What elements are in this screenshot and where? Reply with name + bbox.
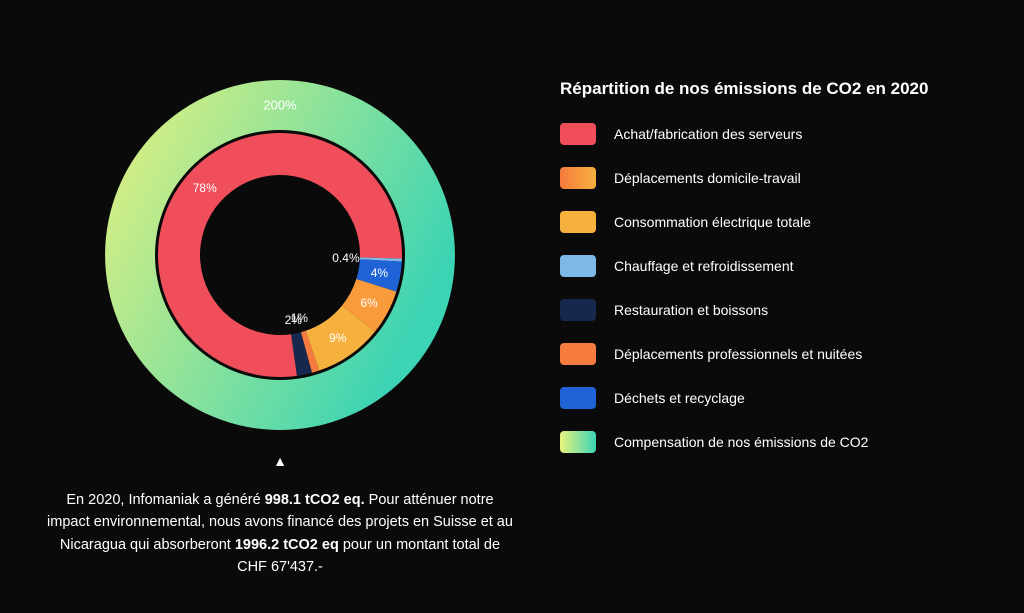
slice-label: 2% <box>285 313 302 327</box>
page: 200%78%0.4%4%6%9%1%2% ▲ En 2020, Infoman… <box>0 0 1024 613</box>
outer-ring <box>105 80 455 430</box>
marker-icon: ▲ <box>273 453 287 469</box>
caption-bold-1: 998.1 tCO2 eq. <box>265 492 365 508</box>
caption-text-pre: En 2020, Infomaniak a généré <box>66 492 264 508</box>
legend-item: Chauffage et refroidissement <box>560 255 984 277</box>
legend-item: Compensation de nos émissions de CO2 <box>560 431 984 453</box>
legend-item: Déplacements professionnels et nuitées <box>560 343 984 365</box>
slice-label: 78% <box>193 181 217 195</box>
legend-item: Consommation électrique totale <box>560 211 984 233</box>
outer-ring-label: 200% <box>263 98 296 113</box>
slice-label: 4% <box>371 266 388 280</box>
legend-label: Chauffage et refroidissement <box>614 258 794 274</box>
legend-label: Déplacements professionnels et nuitées <box>614 346 862 362</box>
legend-label: Achat/fabrication des serveurs <box>614 126 802 142</box>
legend-swatch <box>560 431 596 453</box>
slice-label: 0.4% <box>332 251 359 265</box>
slice-label: 9% <box>329 331 346 345</box>
slice-label: 6% <box>360 296 377 310</box>
chart-column: 200%78%0.4%4%6%9%1%2% ▲ En 2020, Infoman… <box>0 0 560 613</box>
donut-chart: 200%78%0.4%4%6%9%1%2% <box>100 75 460 435</box>
caption-bold-2: 1996.2 tCO2 eq <box>235 537 339 553</box>
legend-title: Répartition de nos émissions de CO2 en 2… <box>560 78 984 101</box>
legend-label: Compensation de nos émissions de CO2 <box>614 434 868 450</box>
legend-label: Déchets et recyclage <box>614 390 745 406</box>
legend-list: Achat/fabrication des serveurs Déplacemen… <box>560 123 984 453</box>
legend-item: Déchets et recyclage <box>560 387 984 409</box>
legend-label: Consommation électrique totale <box>614 214 811 230</box>
legend-swatch <box>560 123 596 145</box>
legend-column: Répartition de nos émissions de CO2 en 2… <box>560 0 1024 613</box>
legend-swatch <box>560 167 596 189</box>
legend-swatch <box>560 211 596 233</box>
caption: En 2020, Infomaniak a généré 998.1 tCO2 … <box>45 489 515 579</box>
legend-swatch <box>560 255 596 277</box>
legend-swatch <box>560 299 596 321</box>
legend-label: Déplacements domicile-travail <box>614 170 801 186</box>
legend-item: Restauration et boissons <box>560 299 984 321</box>
legend-item: Achat/fabrication des serveurs <box>560 123 984 145</box>
legend-label: Restauration et boissons <box>614 302 768 318</box>
legend-swatch <box>560 387 596 409</box>
legend-swatch <box>560 343 596 365</box>
legend-item: Déplacements domicile-travail <box>560 167 984 189</box>
